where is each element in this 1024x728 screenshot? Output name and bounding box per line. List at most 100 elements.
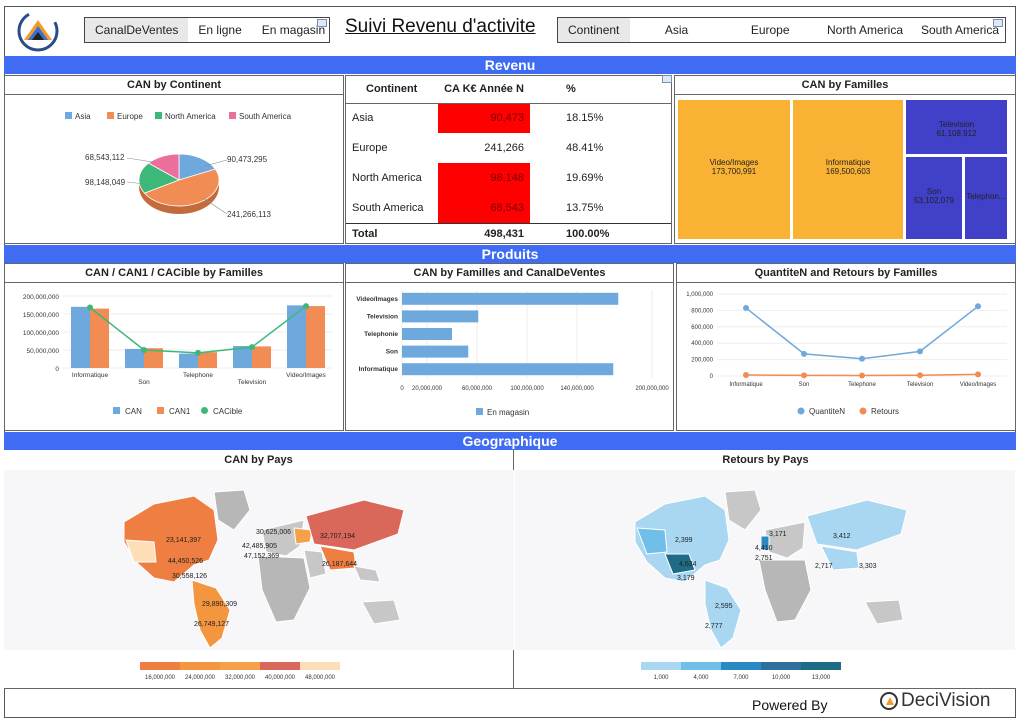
table-row[interactable]: North America 98,148 19.69% [346,163,671,193]
bar-can[interactable] [233,346,252,368]
scale-label: 24,000,000 [185,675,216,681]
x-tick-label: 140,000,000 [560,386,594,392]
y-tick-label: 1,000,000 [686,292,713,298]
pie-slice-europe[interactable] [143,168,220,207]
expand-icon[interactable] [993,19,1003,27]
bar-can1[interactable] [306,306,325,368]
treemap-cell-informatique[interactable]: Informatique 169,500,603 [792,99,904,240]
pie-slice-north-america[interactable] [138,162,180,194]
point-cacible[interactable] [249,344,255,351]
point-retours[interactable] [801,372,807,379]
cell-continent: South America [352,201,424,214]
ca-table: Continent CA K€ Année N % Asia 90,473 18.1… [346,76,671,245]
legend-swatch [476,408,483,415]
footer-divider [4,688,1016,689]
bar-can1[interactable] [90,308,109,368]
bar-en-magasin[interactable] [402,363,614,376]
pie-slice-asia[interactable] [178,153,217,181]
map-label: 44,450,526 [168,558,203,565]
color-scale: 1,000 4,000 7,000 10,000 13,000 [641,662,841,681]
retours-by-pays-panel: Retours by Pays 2,399 4,634 3,179 3,171 … [515,450,1016,688]
point-quantiten[interactable] [801,350,807,357]
legend-swatch-europe [107,112,114,119]
bar-can[interactable] [125,348,144,368]
bar-en-magasin[interactable] [402,310,479,323]
bar-can1[interactable] [144,348,163,368]
point-cacible[interactable] [195,349,201,356]
scale-label: 13,000 [812,675,831,681]
table-row[interactable]: South America 68,543 13.75% [346,193,671,223]
treemap-cell-video-images[interactable]: Video/Images 173,700,991 [677,99,791,240]
y-tick-label: 600,000 [691,325,713,331]
scale-label: 1,000 [653,675,669,681]
x-tick-label: 60,000,000 [462,386,493,392]
scale-label: 32,000,000 [225,675,256,681]
expand-icon[interactable] [317,19,327,27]
legend-label-asia: Asia [75,112,91,121]
slicer-item-europe[interactable]: Europe [750,23,790,37]
slicer-item-en-ligne[interactable]: En ligne [198,23,242,37]
bar-can[interactable] [179,353,198,368]
slicer-item-asia[interactable]: Asia [664,23,689,37]
map-label: 30,558,126 [172,573,207,580]
slicer-item-en-magasin[interactable]: En magasin [261,23,326,37]
table-row[interactable]: Europe 241,266 48.41% [346,133,671,163]
map-label: 26,749,127 [194,621,229,628]
map-label: 2,595 [715,603,733,610]
legend-swatch-asia [65,112,72,119]
bar-can[interactable] [71,306,90,368]
line-quantiten [745,305,979,360]
bar-can1[interactable] [198,352,217,368]
point-retours[interactable] [975,371,981,378]
legend-label-europe: Europe [117,112,143,121]
treemap-cell-television[interactable]: Television 61,108,912 [905,99,1008,155]
scale-swatch [300,662,340,670]
cell-ca: 241,266 [484,142,524,154]
slicer-item-continent[interactable]: Continent [558,18,630,42]
section-band-revenu: Revenu [4,56,1016,74]
legend-swatch [113,407,120,414]
treemap-label: Informatique [825,158,871,167]
bar-can[interactable] [287,305,306,368]
can-by-familles-panel: CAN by Familles Video/Images 173,700,991… [674,75,1016,244]
point-quantiten[interactable] [743,304,749,311]
can-canal-chart: 0 20,000,000 60,000,000 100,000,000 140,000,… [356,290,669,417]
legend-swatch [201,407,208,414]
pie-slice-south-america[interactable] [147,153,180,181]
can-can1-panel: CAN / CAN1 / CACible by Familles 200,000… [4,263,344,431]
bar-en-magasin[interactable] [402,292,619,305]
continent-slicer[interactable]: Continent Asia Europe North America Sout… [557,17,1006,43]
cell-continent: Europe [352,142,388,154]
point-retours[interactable] [917,372,923,379]
bar-en-magasin[interactable] [402,328,452,340]
col-header-pct[interactable]: % [566,83,576,96]
canal-slicer[interactable]: CanalDeVentes En ligne En magasin [84,17,330,43]
can-by-pays-map: 23,141,397 44,450,526 30,558,126 30,625,… [4,470,514,681]
expand-icon[interactable] [662,75,672,83]
point-quantiten[interactable] [859,355,865,362]
point-retours[interactable] [859,372,865,379]
treemap-cell-telephonie[interactable]: Telephon... [964,156,1008,240]
bar-can1[interactable] [252,346,271,368]
point-quantiten[interactable] [975,303,981,310]
slicer-item-north-america[interactable]: North America [826,23,904,37]
col-header-continent[interactable]: Continent [366,83,418,96]
treemap-label: Telephon... [966,192,1006,201]
col-header-ca[interactable]: CA K€ Année N [444,83,524,96]
point-quantiten[interactable] [917,348,923,355]
scale-swatch [801,662,841,670]
bar-en-magasin[interactable] [402,345,469,358]
point-cacible[interactable] [87,304,93,311]
treemap-cell-son[interactable]: Son 53,102,079 [905,156,963,240]
point-cacible[interactable] [141,347,147,353]
page-title: Suivi Revenu d'activite [345,16,536,37]
slicer-item-canaldeventes[interactable]: CanalDeVentes [85,18,189,42]
table-row[interactable]: Asia 90,473 18.15% [346,103,671,133]
cell-pct: 18.15% [566,112,604,125]
x-tick-label: Video/Images [286,372,326,379]
point-cacible[interactable] [303,303,309,310]
y-tick-label: 50,000,000 [26,348,59,355]
point-retours[interactable] [743,372,749,379]
ca-table-panel: Continent CA K€ Année N % Asia 90,473 18.1… [345,75,672,244]
slicer-item-south-america[interactable]: South America [920,23,1000,37]
